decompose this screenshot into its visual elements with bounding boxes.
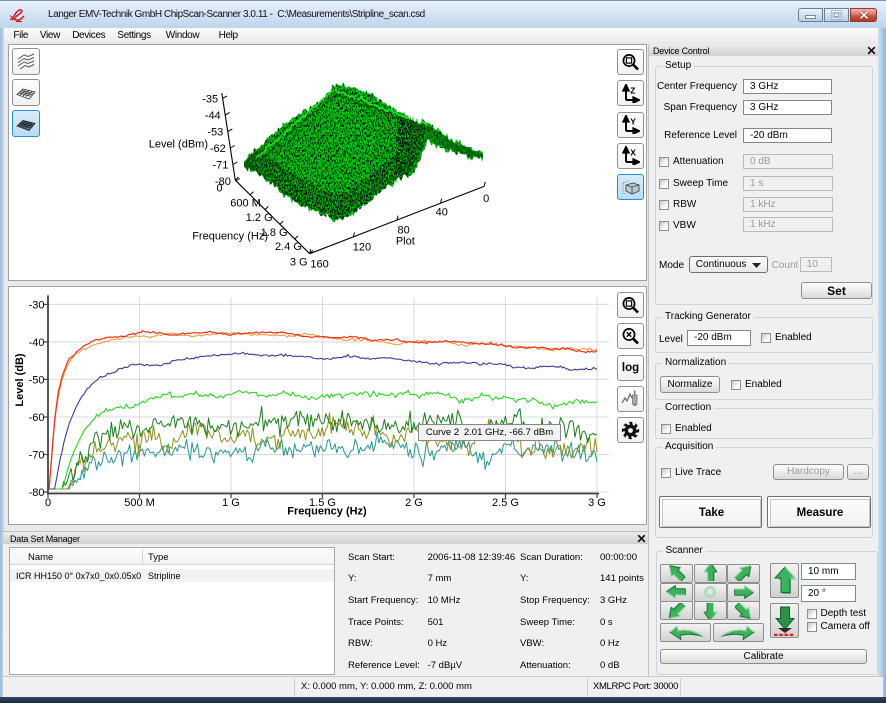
svg-text:80: 80 [397,225,409,237]
svg-text:Frequency (Hz): Frequency (Hz) [192,231,268,243]
svg-text:1.8 G: 1.8 G [261,227,288,239]
svg-text:-80: -80 [215,176,231,188]
svg-text:-62: -62 [210,143,226,155]
svg-text:40: 40 [436,207,448,219]
svg-text:X: X [630,148,636,158]
svg-text:-30: -30 [29,299,45,311]
svg-text:600 M: 600 M [230,197,261,209]
svg-text:-44: -44 [205,110,221,122]
svg-text:Z: Z [630,85,635,95]
svg-text:2.4 G: 2.4 G [275,241,302,253]
svg-text:Level (dBm): Level (dBm) [149,139,208,151]
svg-text:-40: -40 [29,337,45,349]
svg-text:0: 0 [483,193,489,205]
svg-text:0: 0 [216,183,222,195]
svg-text:3 G: 3 G [588,497,606,509]
svg-text:-70: -70 [29,450,45,462]
svg-text:Level (dB): Level (dB) [14,353,26,407]
svg-text:-53: -53 [207,126,223,138]
svg-text:120: 120 [353,242,371,254]
svg-text:1.2 G: 1.2 G [246,212,273,224]
svg-text:160: 160 [310,258,328,270]
svg-text:-80: -80 [29,487,45,499]
svg-text:Y: Y [630,117,636,127]
svg-text:0: 0 [45,497,51,509]
svg-text:1.5 G: 1.5 G [309,497,336,509]
svg-text:-35: -35 [202,93,218,105]
svg-text:2 G: 2 G [405,497,423,509]
svg-text:3 G: 3 G [290,256,308,268]
svg-text:Frequency (Hz): Frequency (Hz) [287,506,367,518]
svg-text:-71: -71 [212,160,228,172]
svg-text:2.5 G: 2.5 G [492,497,519,509]
svg-text:-60: -60 [29,412,45,424]
svg-text:Plot: Plot [396,236,415,248]
svg-text:1 G: 1 G [222,497,240,509]
svg-text:500 M: 500 M [124,497,155,509]
svg-text:-50: -50 [29,374,45,386]
